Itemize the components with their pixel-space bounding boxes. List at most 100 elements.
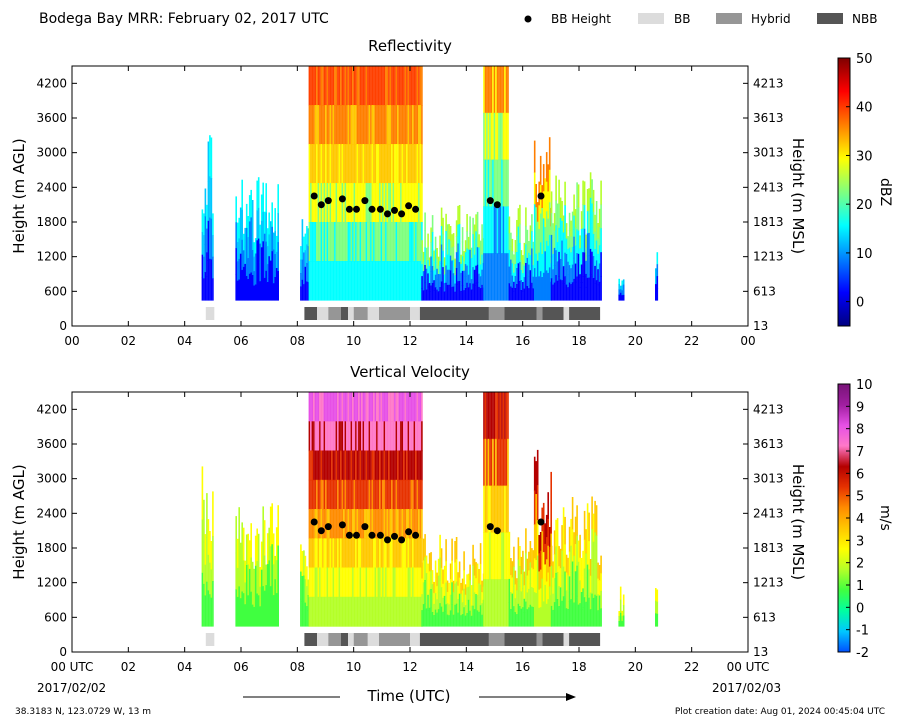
colorbar-tick-label: -1 xyxy=(856,624,869,639)
bb-height-point xyxy=(353,531,360,539)
bb-height-point xyxy=(338,521,346,529)
colorbar-tick-label: 5 xyxy=(856,490,864,505)
colorbar-tick-label: 20 xyxy=(856,198,873,213)
y-tick-label-right: 613 xyxy=(753,610,776,624)
colorbar-label: m/s xyxy=(877,505,893,531)
y-tick-label: 4200 xyxy=(36,76,67,90)
legend-swatch xyxy=(817,13,843,24)
bb-height-point xyxy=(361,523,369,531)
y-tick-label: 1800 xyxy=(36,215,67,229)
x-tick-label: 06 xyxy=(233,660,248,674)
bb-height-point xyxy=(353,205,360,213)
bb-height-point xyxy=(398,536,406,544)
y-axis-label-right: Height (m MSL) xyxy=(789,138,807,254)
bb-height-point xyxy=(412,531,420,539)
colorbar-tick-label: 3 xyxy=(856,534,864,549)
panel-title: Vertical Velocity xyxy=(350,363,470,381)
colorbar-tick-label: 4 xyxy=(856,512,864,527)
bb-bar xyxy=(536,633,543,646)
bb-bar xyxy=(536,307,543,320)
y-tick-label-right: 2413 xyxy=(753,506,784,520)
y-tick-label: 0 xyxy=(59,319,67,333)
bb-height-point xyxy=(405,528,413,536)
colorbar-tick-label: 1 xyxy=(856,579,864,594)
bb-bar xyxy=(569,307,601,320)
bb-bar xyxy=(205,307,215,320)
x-tick-label: 10 xyxy=(346,660,361,674)
legend-label: BB xyxy=(674,12,690,26)
y-tick-label-right: 613 xyxy=(753,284,776,298)
colorbar-tick-label: 8 xyxy=(856,423,864,438)
bb-height-point xyxy=(345,205,353,213)
bb-height-point xyxy=(361,197,369,205)
y-tick-label: 3600 xyxy=(36,111,67,125)
bb-height-point xyxy=(391,532,398,540)
x-tick-label: 18 xyxy=(571,334,586,348)
bb-height-point xyxy=(384,210,391,218)
location-text: 38.3183 N, 123.0729 W, 13 m xyxy=(15,707,151,717)
y-tick-label: 600 xyxy=(44,284,67,298)
x-tick-label: 22 xyxy=(684,334,699,348)
bb-bar xyxy=(504,307,537,320)
bb-bar xyxy=(328,633,341,646)
y-tick-label-right: 1213 xyxy=(753,250,784,264)
bb-bar xyxy=(367,307,380,320)
x-tick-label: 10 xyxy=(346,334,361,348)
y-axis-label: Height (m AGL) xyxy=(10,464,28,579)
bb-height-point xyxy=(493,201,501,209)
bb-bar xyxy=(410,307,420,320)
colorbar-tick-label: -2 xyxy=(856,646,869,661)
colorbar-tick-label: 10 xyxy=(856,247,873,262)
y-tick-label-right: 13 xyxy=(753,319,768,333)
y-tick-label: 2400 xyxy=(36,180,67,194)
y-tick-label: 0 xyxy=(59,645,67,659)
y-axis-label-right: Height (m MSL) xyxy=(789,464,807,580)
bb-height-point xyxy=(368,205,376,213)
bb-bar xyxy=(304,633,318,646)
x-tick-label: 00 xyxy=(740,334,755,348)
x-tick-label: 02 xyxy=(121,660,136,674)
x-tick-label: 16 xyxy=(515,660,530,674)
x-tick-label: 14 xyxy=(459,334,474,348)
x-tick-label: 08 xyxy=(290,660,305,674)
bb-bar xyxy=(205,633,215,646)
bb-bar xyxy=(367,633,380,646)
creation-date-text: Plot creation date: Aug 01, 2024 00:45:0… xyxy=(675,707,885,717)
bb-bar xyxy=(563,633,570,646)
bb-height-point xyxy=(391,206,398,214)
bb-bar xyxy=(317,307,329,320)
bb-height-point xyxy=(398,210,406,218)
bb-bar xyxy=(328,307,341,320)
bb-bar xyxy=(348,307,354,320)
bb-height-point xyxy=(345,531,353,539)
bb-bar xyxy=(542,307,564,320)
y-tick-label: 3000 xyxy=(36,146,67,160)
legend-label: BB Height xyxy=(551,12,611,26)
y-tick-label-right: 3013 xyxy=(753,146,784,160)
y-tick-label: 600 xyxy=(44,610,67,624)
colorbar-tick-label: 7 xyxy=(856,445,864,460)
x-tick-label: 00 UTC xyxy=(51,660,94,674)
bb-bar xyxy=(504,633,537,646)
legend-swatch xyxy=(716,13,742,24)
colorbar-tick-label: 10 xyxy=(856,378,873,393)
colorbar-tick-label: 6 xyxy=(856,467,864,482)
y-tick-label-right: 3613 xyxy=(753,437,784,451)
bb-height-point xyxy=(537,192,545,200)
bb-height-point xyxy=(338,195,346,203)
bb-height-point xyxy=(376,205,384,213)
bb-height-point xyxy=(368,531,376,539)
bb-bar xyxy=(341,307,348,320)
bb-height-point xyxy=(493,527,501,535)
x-tick-label: 22 xyxy=(684,660,699,674)
colorbar-tick-label: 40 xyxy=(856,101,873,116)
x-tick-label: 06 xyxy=(233,334,248,348)
x-axis-label: Time (UTC) xyxy=(367,687,451,705)
x-tick-label: 20 xyxy=(628,660,643,674)
date-end: 2017/02/03 xyxy=(712,681,781,695)
y-axis-label: Height (m AGL) xyxy=(10,138,28,253)
y-tick-label-right: 1213 xyxy=(753,576,784,590)
y-tick-label-right: 4213 xyxy=(753,76,784,90)
